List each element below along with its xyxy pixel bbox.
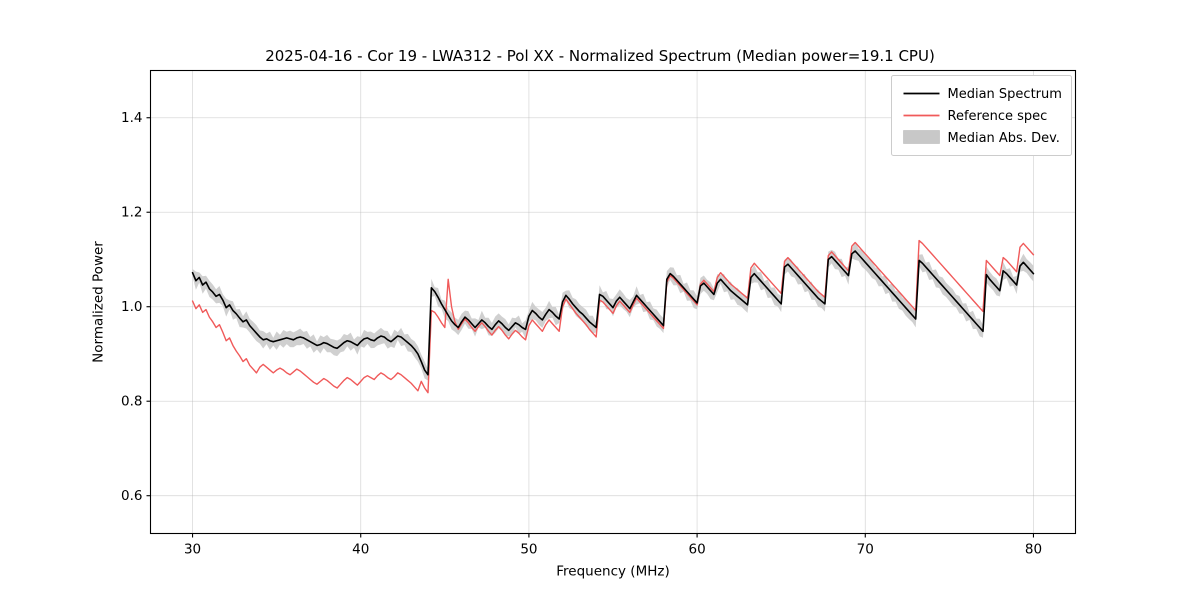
x-tick-label: 80 [1025, 542, 1042, 558]
y-tick-label: 0.6 [121, 488, 142, 504]
chart-legend[interactable]: Median Spectrum Reference spec Median Abs.… [891, 75, 1072, 156]
legend-label: Reference spec [948, 109, 1048, 124]
axis-ticks: 30 40 50 60 70 80 0.6 0.8 1.0 1.2 1.4 [121, 110, 1042, 557]
y-tick-label: 1.4 [121, 110, 142, 126]
y-tick-label: 0.8 [121, 394, 142, 410]
legend-label: Median Abs. Dev. [948, 131, 1060, 146]
data-series [191, 239, 1035, 394]
x-tick-label: 40 [352, 542, 369, 558]
x-tick-label: 50 [520, 542, 537, 558]
axes-frame [149, 69, 1077, 535]
y-tick-label: 1.2 [121, 205, 142, 221]
y-axis-label: Normalized Power [91, 241, 107, 363]
mad-band [192, 242, 1034, 381]
legend-label: Median Spectrum [948, 87, 1062, 102]
x-axis-label: Frequency (MHz) [556, 564, 669, 580]
chart-title: 2025-04-16 - Cor 19 - LWA312 - Pol XX - … [265, 47, 935, 65]
x-tick-label: 30 [184, 542, 201, 558]
x-tick-label: 60 [688, 542, 705, 558]
x-tick-label: 70 [857, 542, 874, 558]
y-tick-label: 1.0 [121, 299, 142, 315]
